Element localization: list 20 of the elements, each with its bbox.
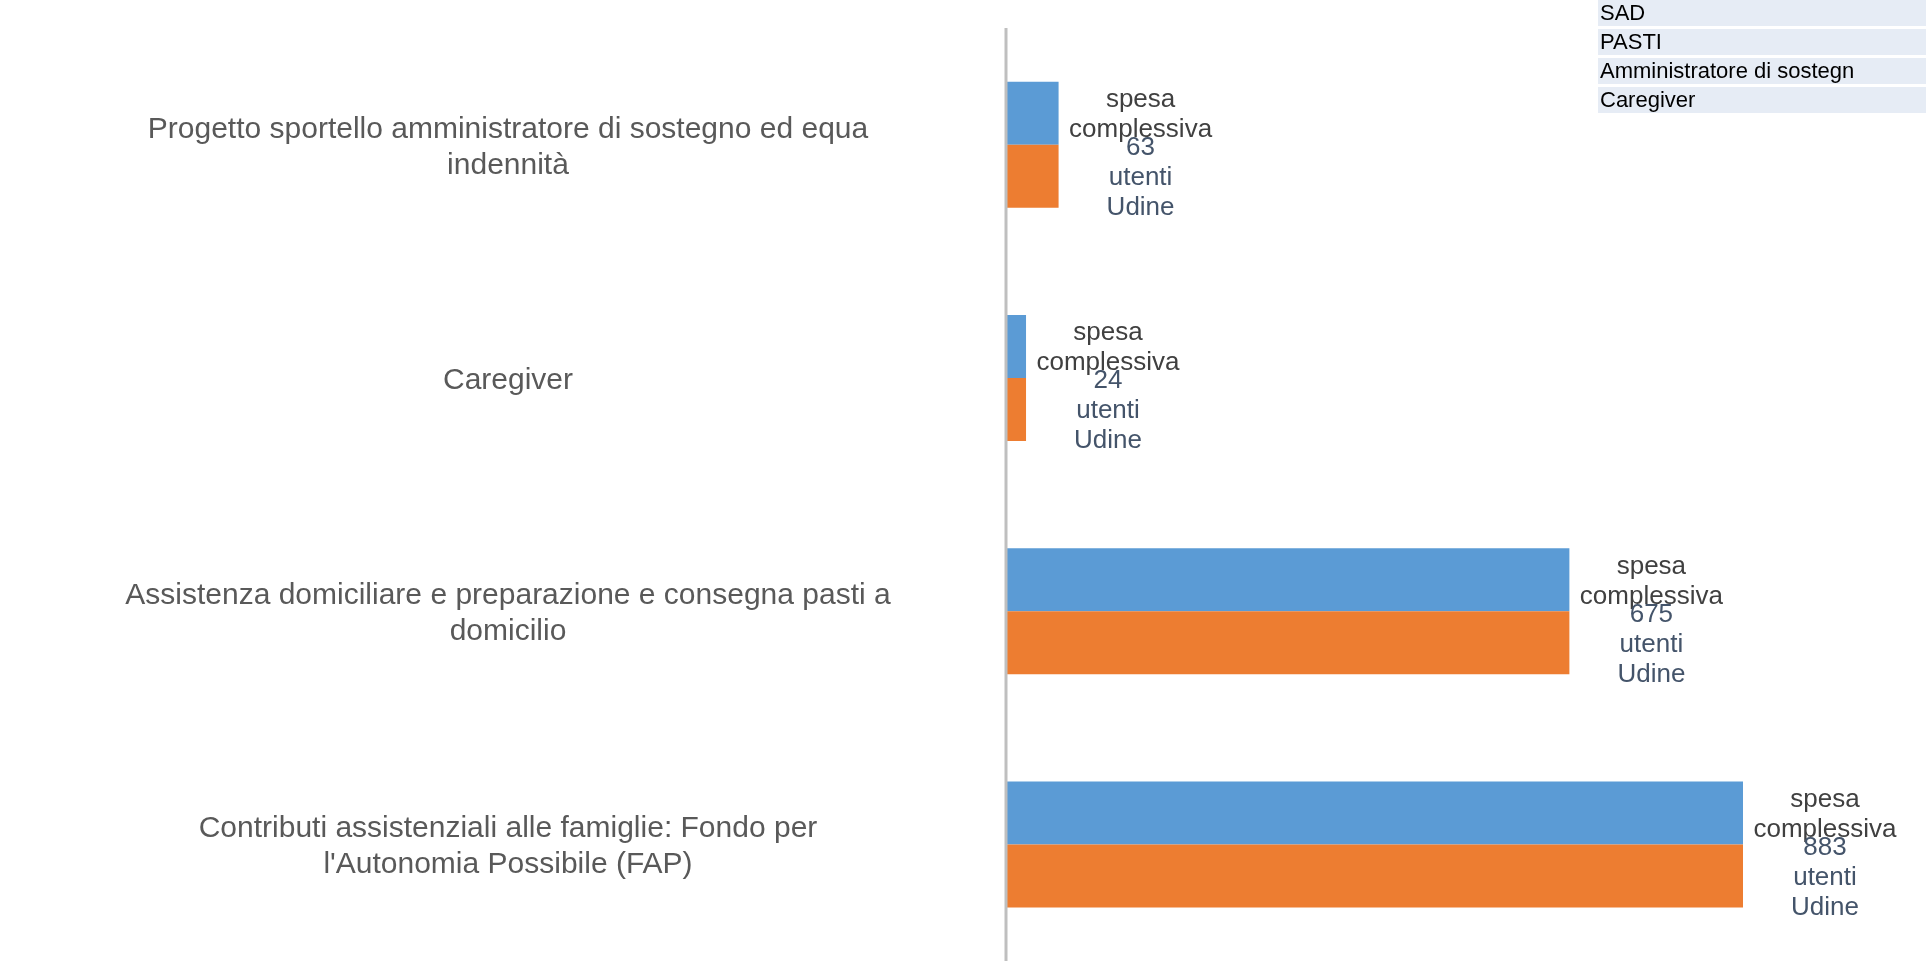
text: utenti Udine (1074, 394, 1142, 455)
annotation: Amministratore di sostegn (1598, 58, 1926, 84)
text: utenti Udine (1617, 627, 1686, 688)
bar (1006, 144, 1059, 208)
text: utenti Udine (1791, 860, 1859, 921)
table: SAD PASTI Amministratore di sostegn Caregiver (1598, 0, 1926, 116)
series-label: utenti Udine (1106, 161, 1175, 222)
bar (1006, 781, 1743, 845)
y-tick-label: Progetto sportello amministratore di sostegno ed equa indennità (147, 110, 869, 180)
y-tick-label: Caregiver (442, 361, 574, 395)
y-tick-label: Contributi assistenziali alle famiglie: Fondo per l'Autonomia Possibile (FAP) (198, 809, 818, 879)
bar (1006, 844, 1743, 908)
bar (1006, 377, 1027, 441)
bar (1006, 314, 1027, 378)
annotation: Caregiver (1598, 87, 1926, 113)
bar (1006, 548, 1570, 612)
annotation: PASTI (1598, 29, 1926, 55)
y-tick-label: Assistenza domiciliare e preparazione e consegna pasti a domicilio (125, 576, 892, 646)
bar (1006, 81, 1059, 145)
bar (1006, 611, 1570, 675)
